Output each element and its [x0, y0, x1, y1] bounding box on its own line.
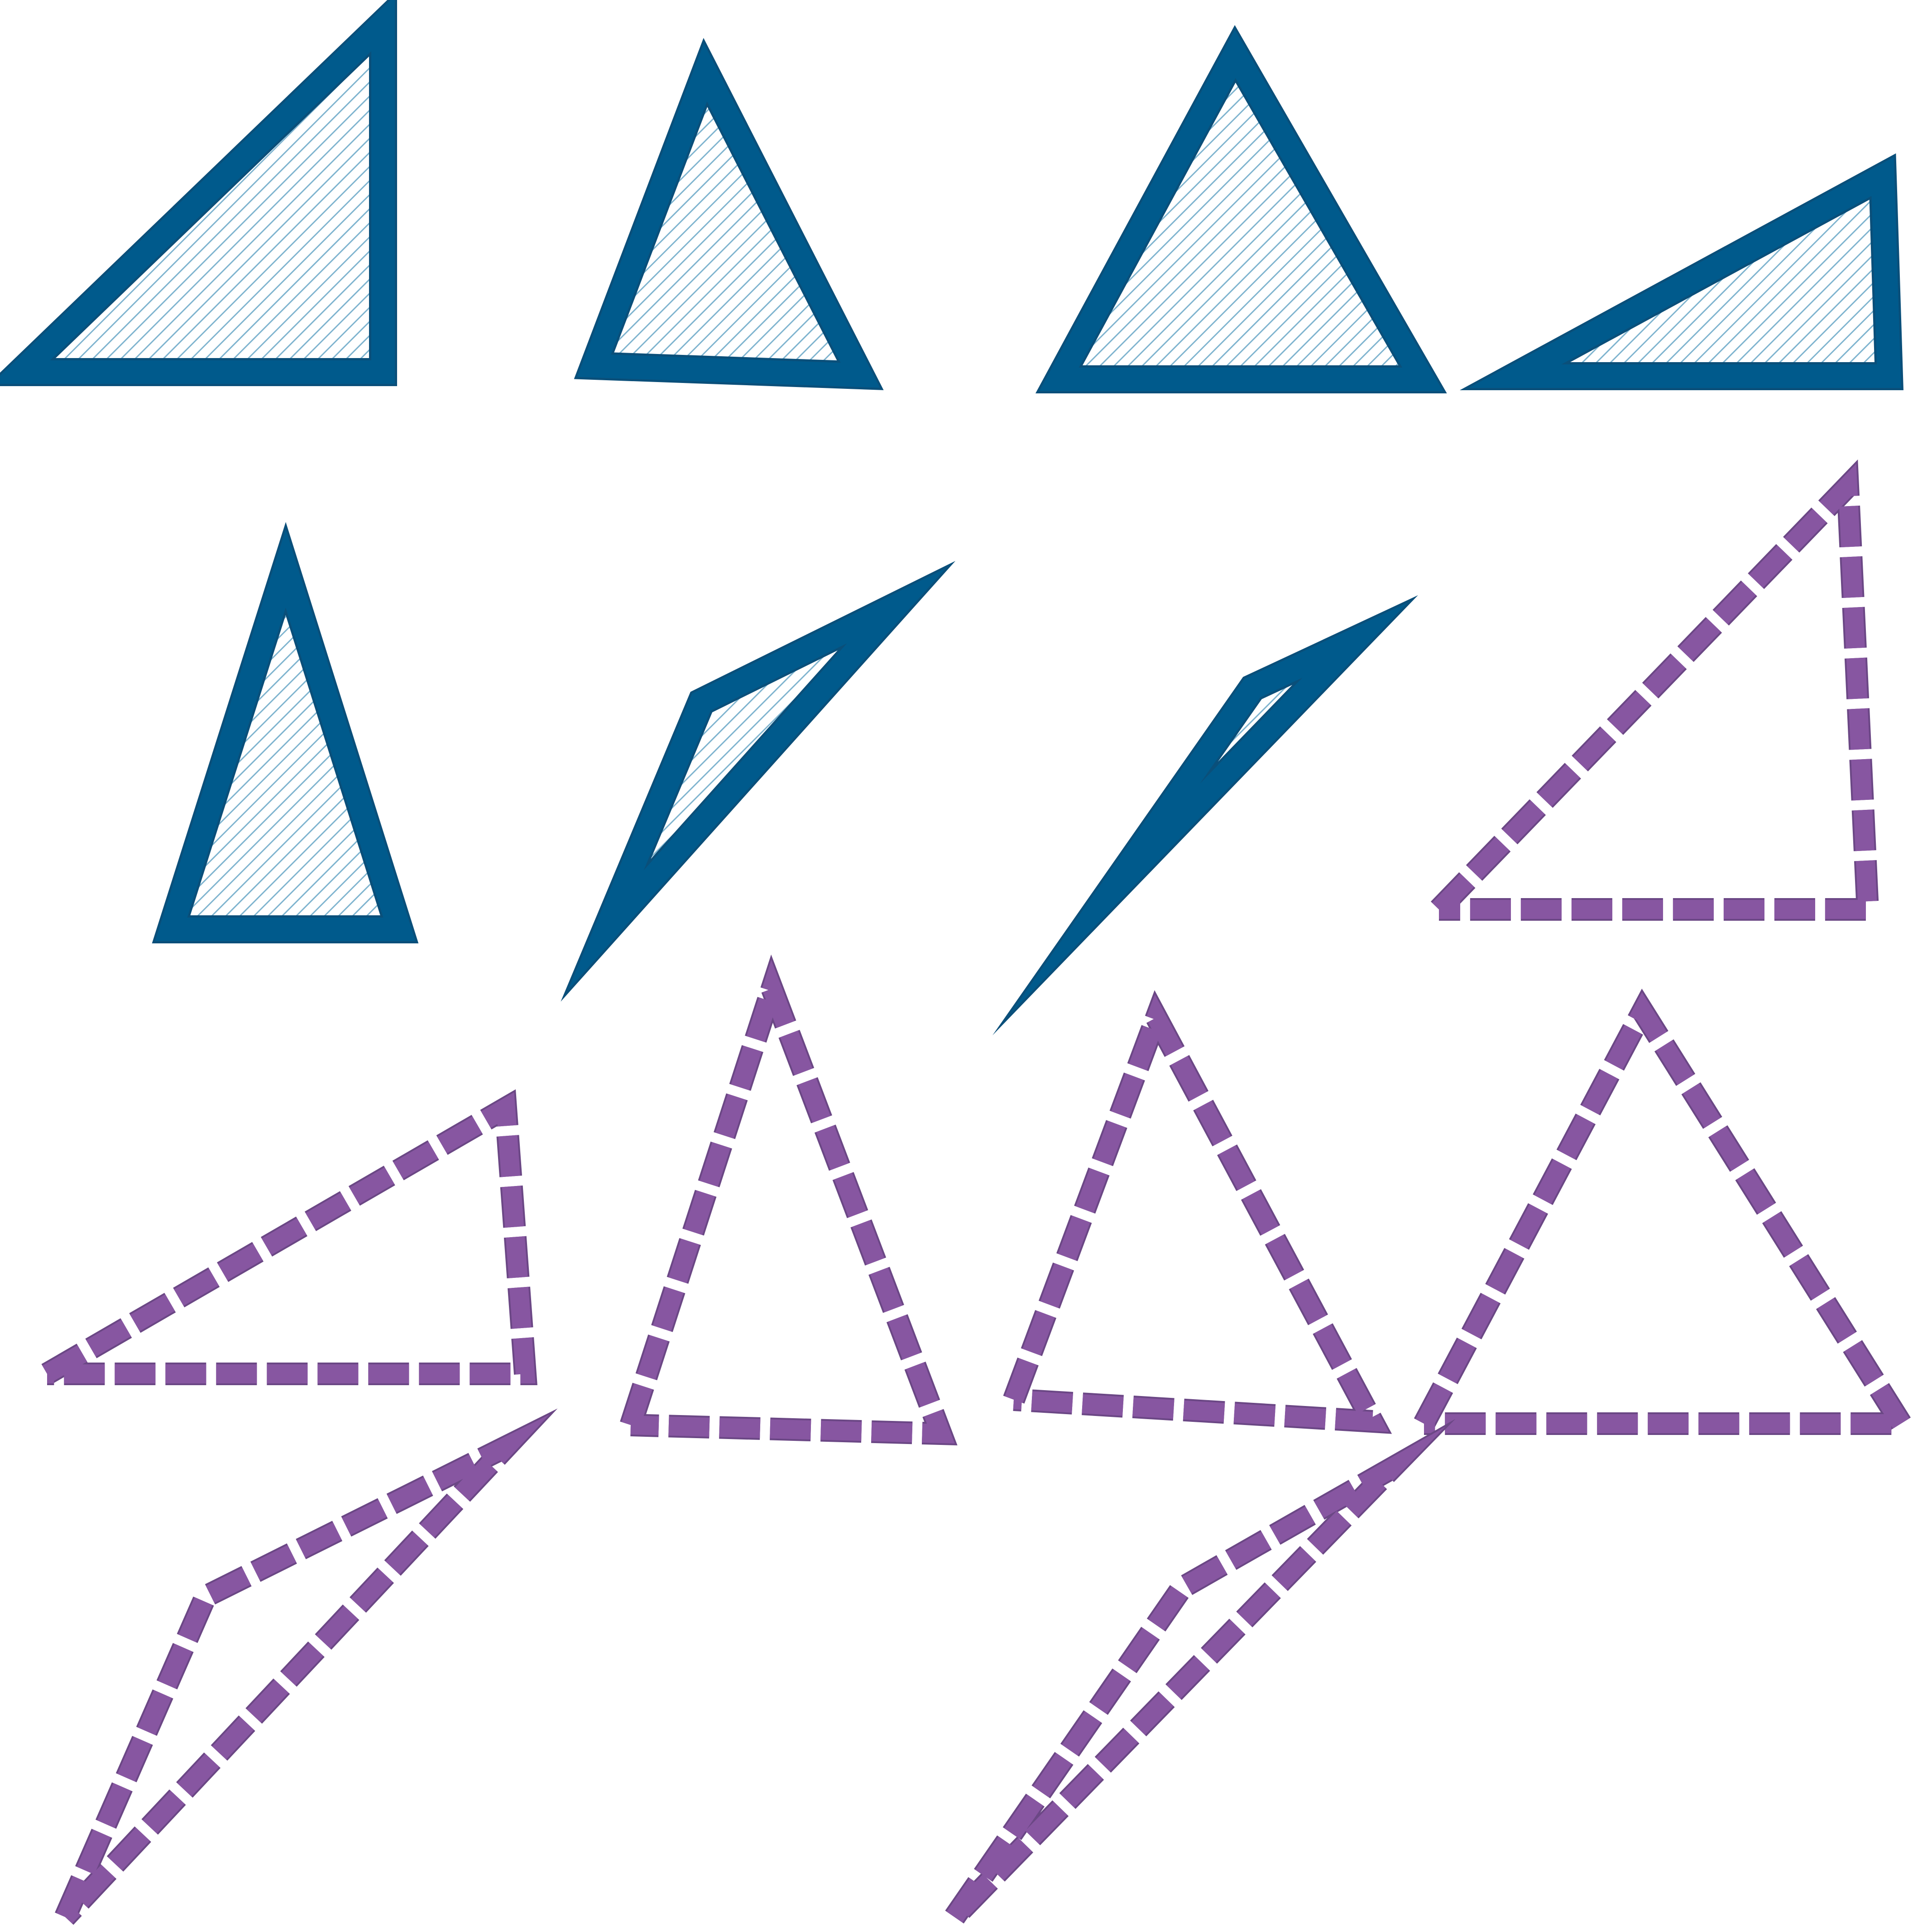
near-equilateral-triangle-dashed: [1414, 989, 1922, 1435]
thin-sliver-triangle-dashed: [945, 1419, 1456, 1925]
wide-right-triangle-dashed: [41, 1089, 537, 1385]
obtuse-sliver-triangle: [561, 561, 956, 1002]
thin-sliver-triangle: [992, 595, 1418, 1036]
sliver-triangle-icon-dashed-outline: [946, 1427, 1445, 1924]
equilateral-triangle-icon-outline: [1039, 29, 1443, 391]
equilateral-triangle-icon-outline-edge: [1035, 25, 1447, 393]
isosceles-triangle-icon-outline: [155, 529, 416, 941]
acute-triangle-icon-outline: [577, 43, 880, 388]
equilateral-triangle-icon-dashed-outline: [1415, 992, 1918, 1433]
right-triangle-dashed: [1431, 459, 1880, 921]
right-triangle-icon-dashed-outline: [1432, 464, 1878, 919]
isosceles-triangle-icon-dashed-outline: [622, 960, 955, 1444]
obtuse-triangle-icon-outline: [568, 568, 946, 990]
right-triangle-icon-outline: [0, 0, 395, 384]
tall-isosceles-triangle: [152, 522, 419, 943]
sliver-triangle-icon-outline: [1011, 602, 1408, 1014]
right-triangle-icon-dashed-outline: [42, 1092, 536, 1383]
isosceles-triangle-icon-outline-edge: [152, 522, 419, 943]
wide-right-triangle: [1459, 153, 1903, 390]
acute-triangle: [574, 38, 884, 390]
isosceles-triangle-icon-dashed-outline-edge: [620, 954, 958, 1446]
obtuse-triangle-icon-dashed-outline: [56, 1415, 550, 1924]
acute-triangle-icon-dashed-outline: [1005, 995, 1389, 1432]
obtuse-sliver-triangle-dashed: [55, 1408, 558, 1925]
near-equilateral-triangle: [1035, 25, 1447, 393]
right-triangle: [0, 0, 397, 386]
tall-isosceles-triangle-dashed: [620, 954, 958, 1446]
acute-triangle-dashed: [1003, 990, 1392, 1434]
equilateral-triangle-icon-dashed-outline-edge: [1414, 989, 1922, 1435]
right-triangle-icon-outline: [1468, 157, 1901, 388]
